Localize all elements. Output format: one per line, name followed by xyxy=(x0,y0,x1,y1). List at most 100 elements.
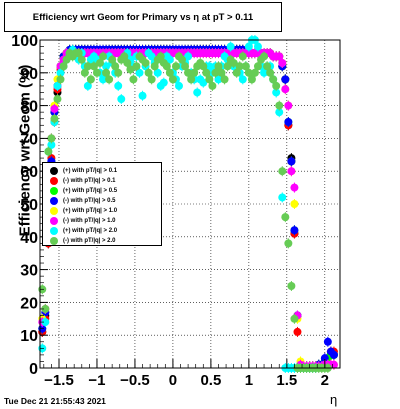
data-point xyxy=(159,78,168,87)
data-point xyxy=(44,147,53,156)
data-point xyxy=(260,68,269,77)
data-point xyxy=(253,42,262,51)
legend-marker xyxy=(50,177,58,185)
data-point xyxy=(56,75,65,84)
data-point xyxy=(287,282,296,290)
legend-marker xyxy=(50,237,58,245)
data-point xyxy=(214,62,223,71)
data-point xyxy=(89,62,98,71)
data-point xyxy=(114,81,123,90)
data-point xyxy=(263,62,272,71)
x-tick-label: −1 xyxy=(88,372,105,389)
y-axis-label: Efficiency wrt Geom (%) xyxy=(15,64,33,236)
legend-label: (+) with pT/|q| > 2.0 xyxy=(63,228,118,234)
data-point xyxy=(290,314,299,323)
y-tick-label: 30 xyxy=(20,263,38,280)
data-point xyxy=(211,68,220,77)
data-point xyxy=(92,68,101,77)
data-point xyxy=(266,68,275,77)
y-tick-label: 0 xyxy=(29,361,38,378)
legend-label: (+) with pT/|q| > 1.0 xyxy=(63,208,118,214)
data-point xyxy=(220,75,229,84)
data-point xyxy=(250,68,259,77)
data-point xyxy=(102,68,111,77)
y-tick-label: 100 xyxy=(11,33,38,50)
data-point xyxy=(199,62,208,71)
data-point xyxy=(287,157,296,166)
legend-marker xyxy=(50,207,58,215)
data-point xyxy=(147,52,156,61)
data-point xyxy=(290,200,299,208)
data-point xyxy=(272,81,281,90)
data-point xyxy=(208,81,217,90)
data-point xyxy=(217,68,226,77)
y-tick-label: 50 xyxy=(20,197,38,214)
data-point xyxy=(229,58,238,67)
data-point xyxy=(174,81,183,90)
data-point xyxy=(86,75,95,84)
x-tick-label: 2 xyxy=(321,372,329,389)
data-point xyxy=(235,62,244,71)
legend-entry: (+) with pT/|q| > 2.0 xyxy=(43,226,161,236)
data-point xyxy=(138,91,147,100)
data-point xyxy=(205,75,214,84)
data-point xyxy=(244,42,253,51)
y-tick-label: 70 xyxy=(20,131,38,148)
data-point xyxy=(156,52,165,61)
data-point xyxy=(199,78,208,87)
legend-label: (-) with pT/|q| > 0.5 xyxy=(63,198,116,204)
legend-entry: (-) with pT/|q| > 1.0 xyxy=(43,216,161,226)
data-point xyxy=(184,68,193,77)
data-point xyxy=(244,68,253,77)
data-point xyxy=(275,101,284,110)
data-point xyxy=(184,52,193,61)
y-tick-label: 60 xyxy=(20,164,38,181)
data-point xyxy=(41,318,50,327)
data-point xyxy=(281,75,290,84)
data-point xyxy=(293,327,302,336)
data-point xyxy=(284,239,293,248)
data-point xyxy=(238,52,247,61)
legend-entry: (+) with pT/|q| > 1.0 xyxy=(43,206,161,216)
data-point xyxy=(114,68,123,77)
data-point xyxy=(102,62,111,71)
data-point xyxy=(96,58,104,67)
legend-marker xyxy=(50,227,58,235)
data-point xyxy=(323,337,332,346)
legend-entry: (+) with pT/|q| > 0.1 xyxy=(43,166,161,176)
data-point xyxy=(80,68,89,77)
data-point xyxy=(74,49,83,58)
legend-marker xyxy=(50,197,58,205)
data-point xyxy=(202,68,211,77)
data-point xyxy=(181,62,190,71)
x-tick-label: 0.5 xyxy=(200,372,221,389)
legend-label: (+) with pT/|q| > 0.1 xyxy=(63,168,118,174)
data-point xyxy=(99,52,108,61)
data-point xyxy=(214,75,223,84)
data-point xyxy=(290,226,299,235)
chart-title: Efficiency wrt Geom for Primary vs η at … xyxy=(32,12,254,23)
legend-marker xyxy=(50,217,58,225)
data-point xyxy=(129,75,138,84)
legend-marker xyxy=(50,187,58,195)
data-point xyxy=(168,75,177,84)
data-point xyxy=(278,167,287,176)
data-point xyxy=(260,52,269,61)
data-point xyxy=(117,95,126,104)
x-tick-label: 1.5 xyxy=(276,372,297,389)
legend: (+) with pT/|q| > 0.1 (-) with pT/|q| > 0… xyxy=(42,162,162,246)
data-point xyxy=(50,114,59,123)
data-point xyxy=(59,62,68,71)
data-point xyxy=(99,75,108,84)
data-point xyxy=(269,75,278,84)
legend-label: (-) with pT/|q| > 2.0 xyxy=(63,238,116,244)
data-point xyxy=(153,68,162,77)
x-tick-label: −1.5 xyxy=(44,372,74,389)
data-point xyxy=(135,68,144,77)
y-tick-label: 90 xyxy=(20,66,38,83)
data-point xyxy=(50,104,59,113)
data-point xyxy=(77,55,86,64)
data-point xyxy=(165,55,174,64)
data-point xyxy=(232,68,241,77)
